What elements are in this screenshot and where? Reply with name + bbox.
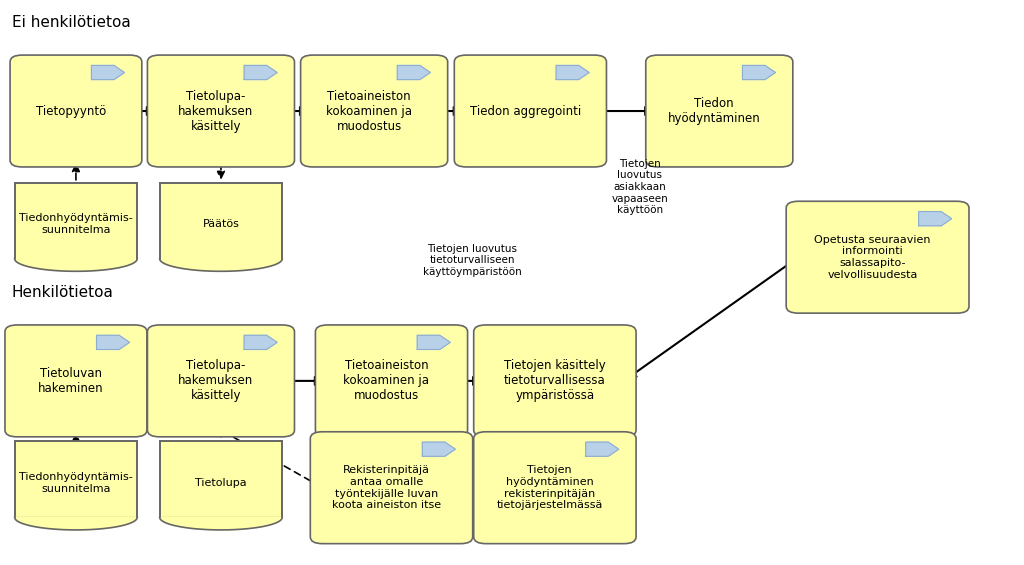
Text: Rekisterinpitäjä
antaa omalle
työntekijälle luvan
koota aineiston itse: Rekisterinpitäjä antaa omalle työntekijä… <box>332 466 441 510</box>
FancyBboxPatch shape <box>646 55 793 167</box>
Text: Opetusta seuraavien
informointi
salassapito-
velvollisuudesta: Opetusta seuraavien informointi salassap… <box>814 235 931 280</box>
Text: Tietojen
luovutus
asiakkaan
vapaaseen
käyttöön: Tietojen luovutus asiakkaan vapaaseen kä… <box>611 159 668 215</box>
Text: Tietoaineiston
kokoaminen ja
muodostus: Tietoaineiston kokoaminen ja muodostus <box>326 89 412 133</box>
FancyBboxPatch shape <box>455 55 606 167</box>
Polygon shape <box>244 66 278 80</box>
Polygon shape <box>91 66 125 80</box>
FancyBboxPatch shape <box>5 325 146 437</box>
FancyBboxPatch shape <box>147 55 295 167</box>
Text: Tietolupa-
hakemuksen
käsittely: Tietolupa- hakemuksen käsittely <box>178 89 254 133</box>
Text: Henkilötietoa: Henkilötietoa <box>11 285 114 301</box>
Polygon shape <box>586 442 618 457</box>
FancyBboxPatch shape <box>315 325 468 437</box>
FancyBboxPatch shape <box>160 441 283 518</box>
Polygon shape <box>919 212 951 226</box>
Polygon shape <box>422 442 456 457</box>
FancyBboxPatch shape <box>310 432 473 544</box>
Polygon shape <box>160 259 283 271</box>
Polygon shape <box>556 66 589 80</box>
FancyBboxPatch shape <box>786 201 969 313</box>
FancyBboxPatch shape <box>160 182 283 259</box>
Text: Tiedon
hyödyntäminen: Tiedon hyödyntäminen <box>668 97 761 125</box>
FancyBboxPatch shape <box>474 432 636 544</box>
Text: Tietojen käsittely
tietoturvallisessa
ympäristössä: Tietojen käsittely tietoturvallisessa ym… <box>504 359 606 402</box>
Text: Tietolupa-
hakemuksen
käsittely: Tietolupa- hakemuksen käsittely <box>178 359 254 402</box>
Polygon shape <box>417 335 451 350</box>
Text: Tietojen
hyödyntäminen
rekisterinpitäjän
tietojärjestelmässä: Tietojen hyödyntäminen rekisterinpitäjän… <box>497 466 603 510</box>
Polygon shape <box>244 335 278 350</box>
FancyBboxPatch shape <box>474 325 636 437</box>
Text: Tiedonhyödyntämis-
suunnitelma: Tiedonhyödyntämis- suunnitelma <box>19 472 133 493</box>
Text: Tietoluvan
hakeminen: Tietoluvan hakeminen <box>38 367 103 395</box>
FancyBboxPatch shape <box>301 55 447 167</box>
Text: Tietoaineiston
kokoaminen ja
muodostus: Tietoaineiston kokoaminen ja muodostus <box>343 359 429 402</box>
FancyBboxPatch shape <box>10 55 141 167</box>
Polygon shape <box>742 66 775 80</box>
FancyBboxPatch shape <box>14 441 137 518</box>
Text: Ei henkilötietoa: Ei henkilötietoa <box>11 15 130 31</box>
Polygon shape <box>14 518 137 530</box>
Polygon shape <box>14 259 137 271</box>
Text: Tiedon aggregointi: Tiedon aggregointi <box>470 105 581 118</box>
Text: Tietojen luovutus
tietoturvalliseen
käyttöympäristöön: Tietojen luovutus tietoturvalliseen käyt… <box>423 244 521 277</box>
Text: Päätös: Päätös <box>203 219 240 229</box>
Text: Tiedonhyödyntämis-
suunnitelma: Tiedonhyödyntämis- suunnitelma <box>19 213 133 235</box>
Polygon shape <box>160 518 283 530</box>
Text: Tietopyyntö: Tietopyyntö <box>36 105 105 118</box>
Text: Tietolupa: Tietolupa <box>196 477 247 488</box>
Polygon shape <box>397 66 430 80</box>
Polygon shape <box>96 335 130 350</box>
FancyBboxPatch shape <box>14 182 137 259</box>
FancyBboxPatch shape <box>147 325 295 437</box>
